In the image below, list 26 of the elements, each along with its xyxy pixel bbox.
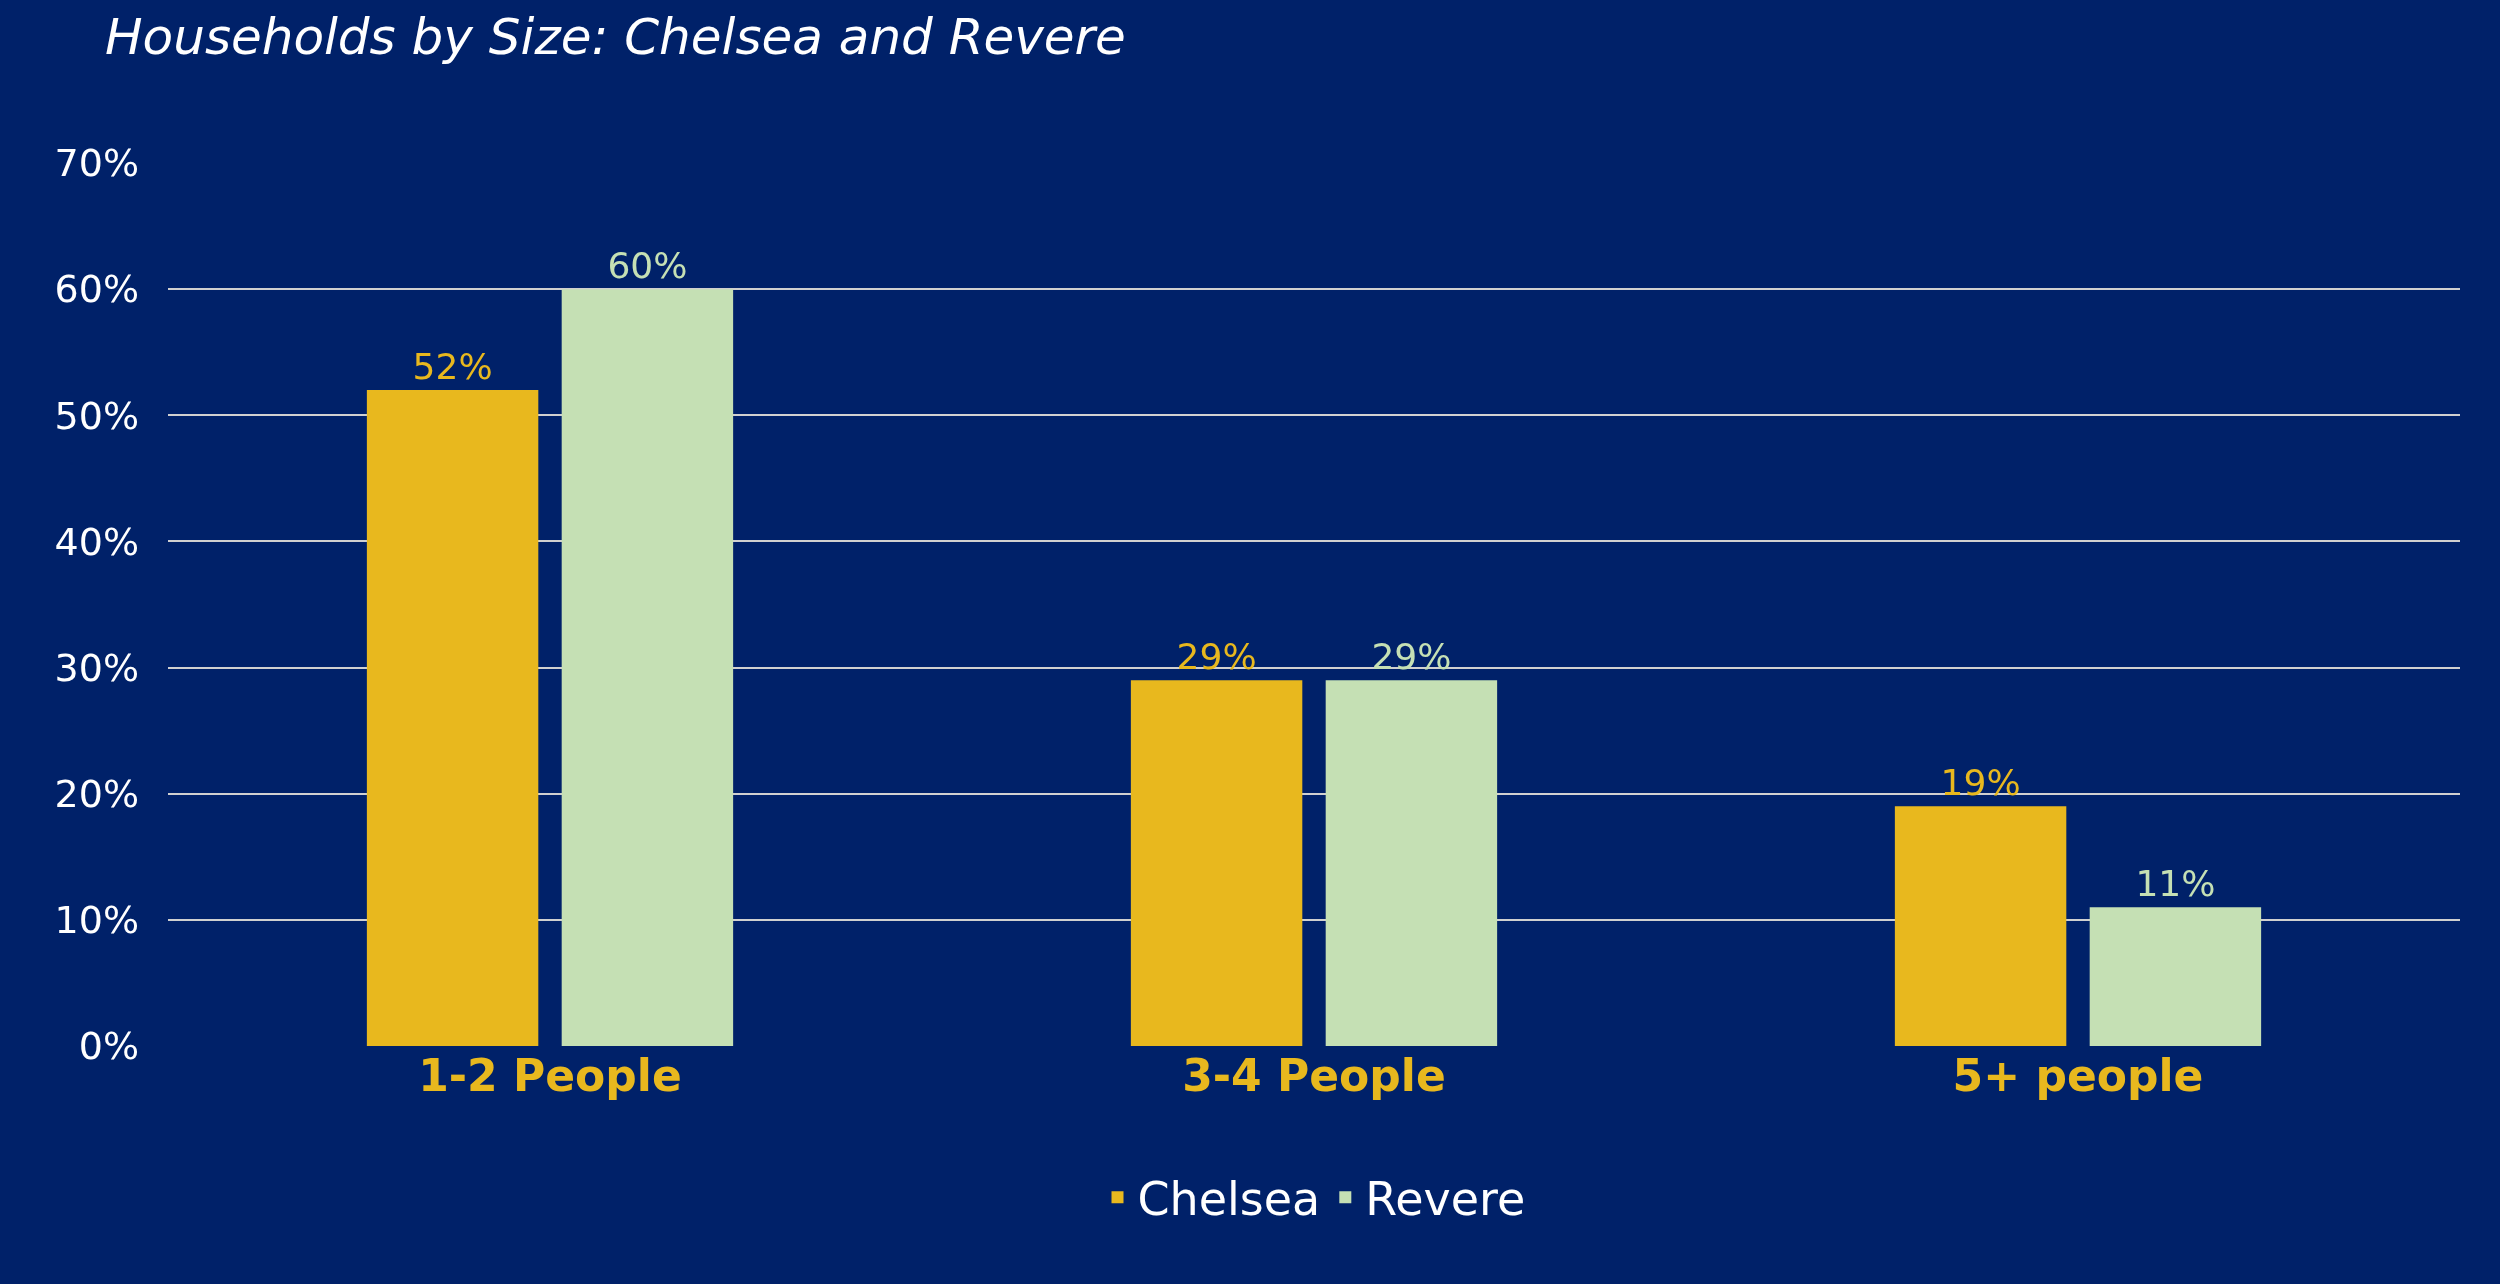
legend-label: Chelsea xyxy=(1137,1172,1321,1227)
bar xyxy=(366,390,539,1046)
y-tick-label: 50% xyxy=(54,393,139,438)
y-tick-label: 40% xyxy=(54,519,139,564)
legend-label: Revere xyxy=(1365,1172,1526,1227)
bar xyxy=(1894,806,2067,1046)
bar xyxy=(1325,680,1498,1046)
x-tick-label: 1-2 People xyxy=(418,1050,682,1101)
bar xyxy=(2089,907,2262,1046)
data-label: 52% xyxy=(412,346,493,388)
data-label: 19% xyxy=(1940,762,2021,804)
bar xyxy=(561,289,734,1046)
y-tick-label: 60% xyxy=(54,267,139,312)
y-tick-label: 20% xyxy=(54,772,139,817)
data-label: 11% xyxy=(2135,863,2216,905)
y-tick-label: 30% xyxy=(54,645,139,690)
x-tick-label: 5+ people xyxy=(1952,1050,2204,1101)
x-tick-label: 3-4 People xyxy=(1182,1050,1446,1101)
bar xyxy=(1130,680,1303,1046)
y-tick-label: 0% xyxy=(78,1024,139,1069)
data-label: 60% xyxy=(607,245,688,287)
y-tick-label: 70% xyxy=(54,141,139,186)
y-tick-label: 10% xyxy=(54,898,139,943)
data-label: 29% xyxy=(1176,636,1257,678)
chart-title: Households by Size: Chelsea and Revere xyxy=(105,8,1126,67)
data-label: 29% xyxy=(1371,636,1452,678)
